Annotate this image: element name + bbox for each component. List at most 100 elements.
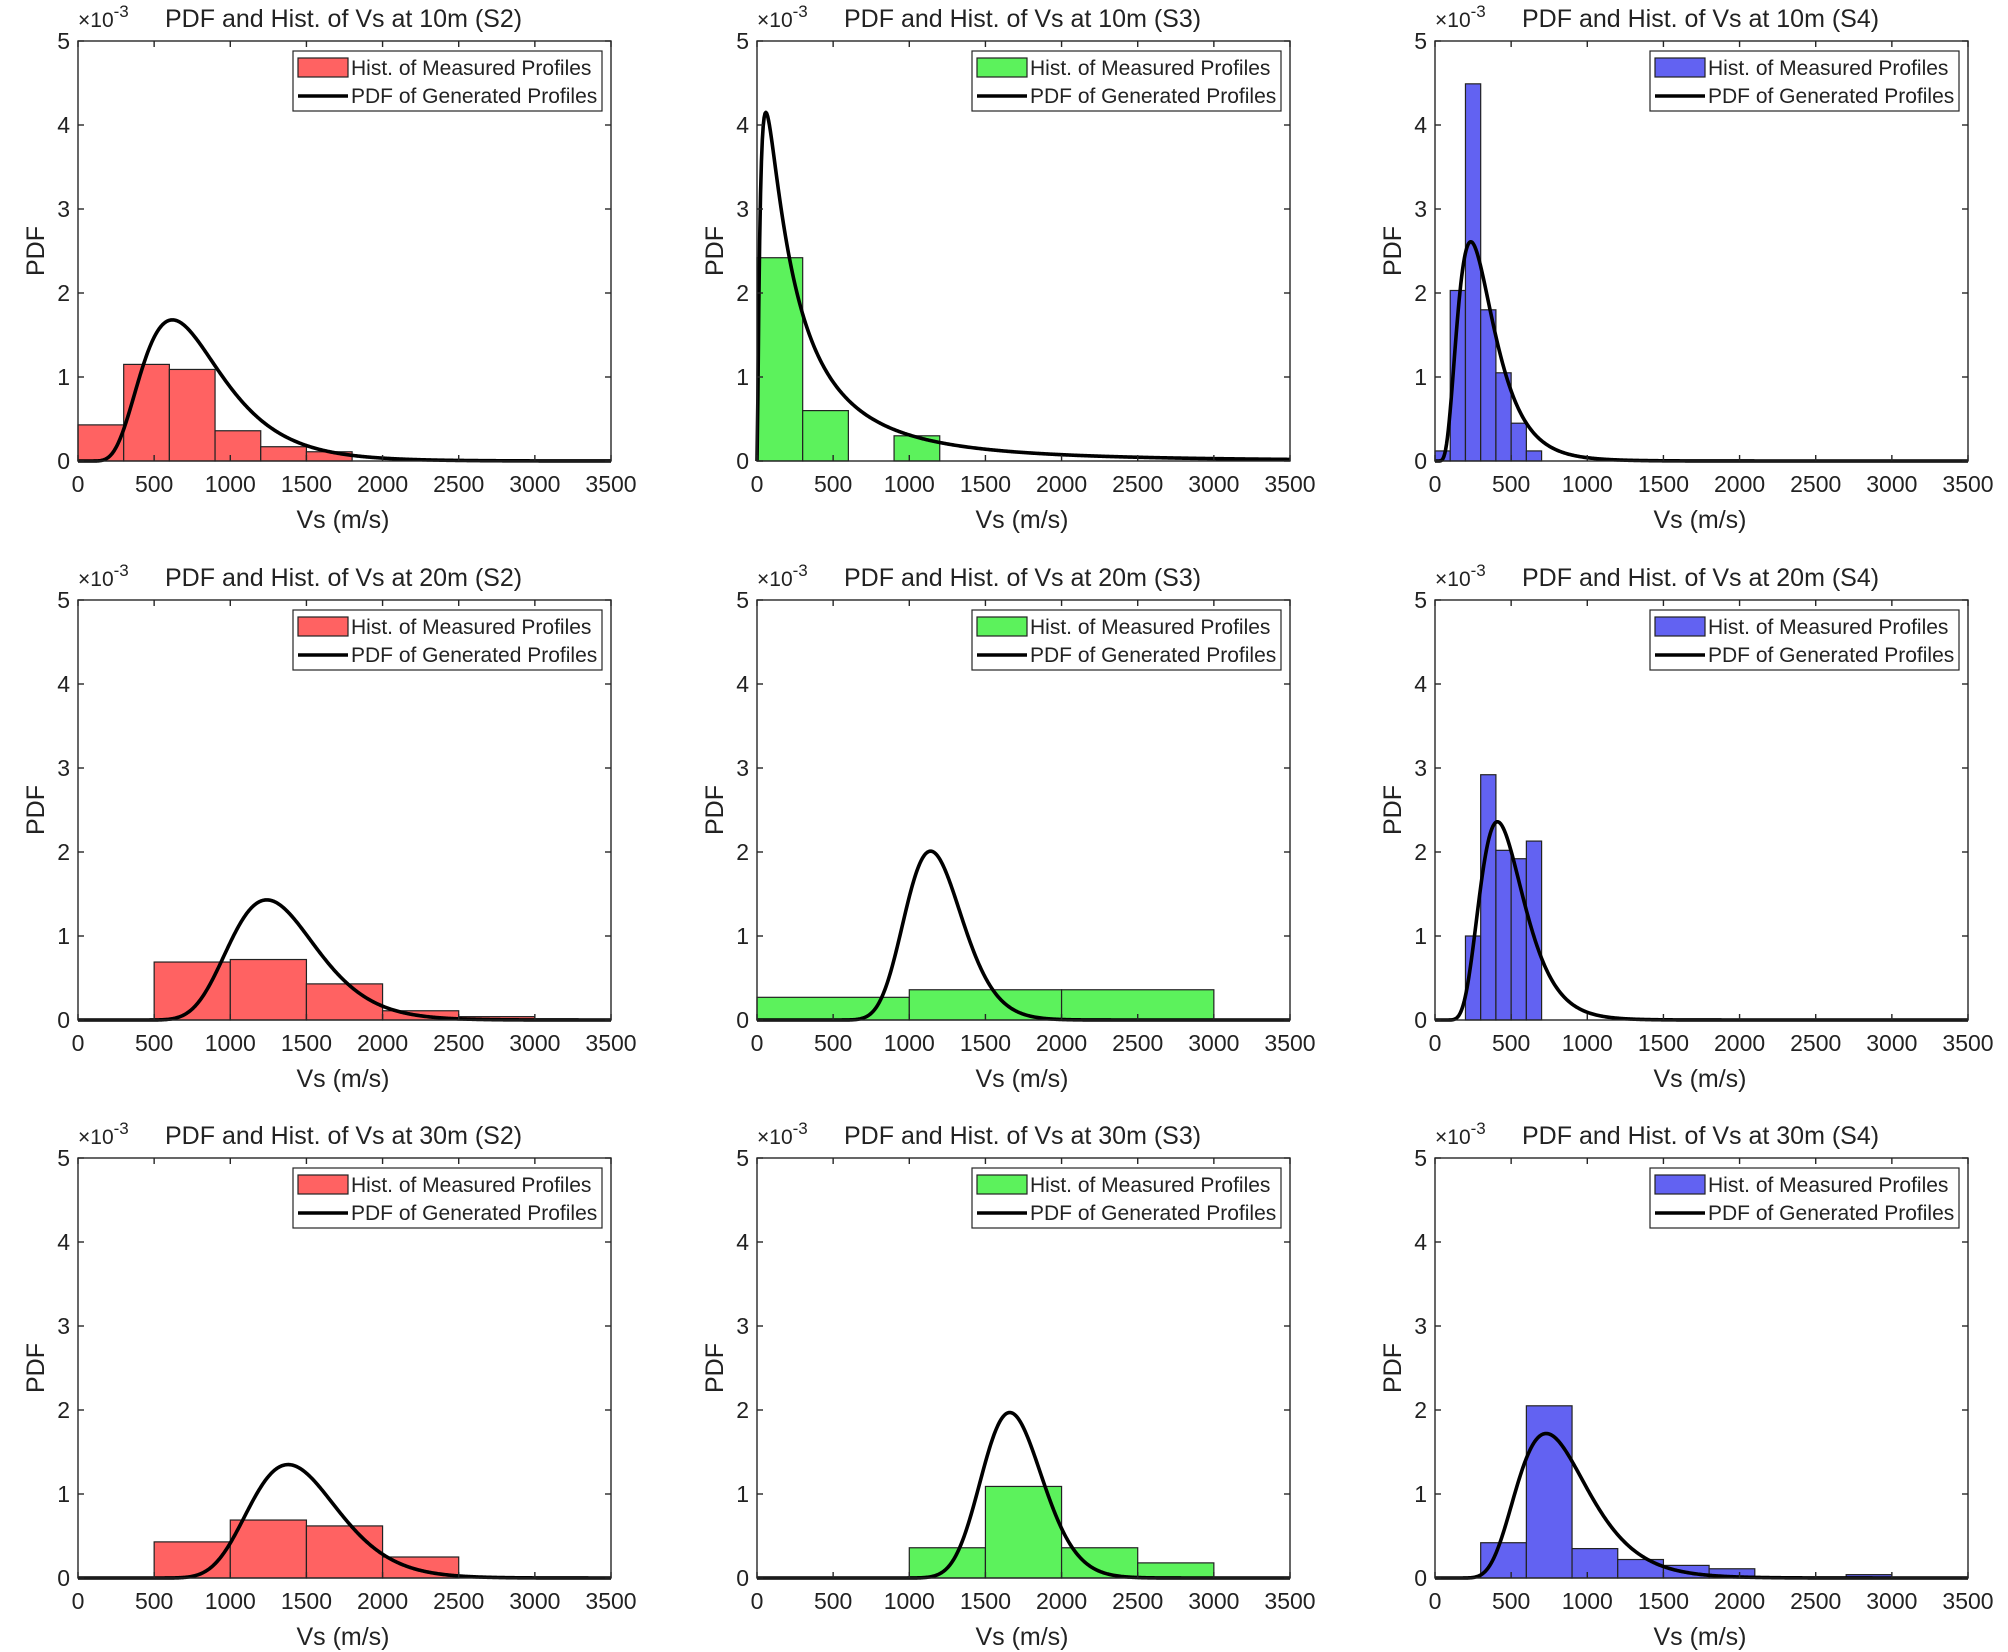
x-tick-label: 2500	[433, 1588, 484, 1614]
x-tick-label: 2000	[1036, 471, 1087, 497]
x-axis-label: Vs (m/s)	[975, 1623, 1068, 1651]
y-tick-label: 1	[1414, 923, 1427, 949]
x-tick-label: 1500	[281, 1588, 332, 1614]
legend-pdf-label: PDF of Generated Profiles	[1030, 644, 1276, 667]
exponent-base: ×10	[757, 9, 793, 32]
legend: Hist. of Measured Profiles PDF of Generat…	[292, 1167, 603, 1229]
y-tick-label: 2	[57, 1397, 70, 1423]
chart-title: PDF and Hist. of Vs at 10m (S4)	[1522, 5, 1879, 33]
exponent-power: -3	[1471, 1119, 1486, 1138]
legend-pdf-label: PDF of Generated Profiles	[1708, 644, 1954, 667]
y-tick-label: 5	[736, 1145, 749, 1171]
y-tick-label: 5	[57, 28, 70, 54]
x-tick-label: 0	[751, 471, 764, 497]
exponent-base: ×10	[78, 9, 114, 32]
subplot-5: 0 500 1000 1500 2000 2500 3000 3500 0 1 2 3 4 5 ×10-3 P…	[701, 561, 1316, 1093]
histogram-bar	[1480, 1542, 1527, 1579]
y-axis-label: PDF	[22, 785, 50, 835]
chart-title: PDF and Hist. of Vs at 30m (S2)	[165, 1122, 522, 1150]
x-tick-label: 2500	[1790, 471, 1841, 497]
axes-box	[77, 599, 612, 1021]
exponent-power: -3	[793, 2, 808, 21]
y-tick-label: 3	[1414, 755, 1427, 781]
histogram-bar	[1525, 840, 1543, 1021]
exponent-power: -3	[114, 561, 129, 580]
x-axis-label: Vs (m/s)	[975, 506, 1068, 534]
x-tick-label: 3500	[1942, 471, 1993, 497]
legend-hist-swatch	[1654, 1174, 1706, 1195]
legend-hist-swatch	[297, 1174, 349, 1195]
y-tick-label: 4	[736, 671, 749, 697]
axes-box	[1434, 40, 1969, 462]
x-tick-label: 500	[814, 471, 852, 497]
x-tick-label: 1500	[1638, 1588, 1689, 1614]
x-tick-label: 1000	[1562, 1030, 1613, 1056]
x-tick-label: 2000	[1714, 1030, 1765, 1056]
x-tick-label: 3000	[1866, 1588, 1917, 1614]
y-tick-label: 2	[57, 839, 70, 865]
y-tick-label: 5	[57, 587, 70, 613]
exponent-base: ×10	[1435, 9, 1471, 32]
subplot-2: 0 500 1000 1500 2000 2500 3000 3500 0 1 2 3 4 5 ×10-3 P…	[701, 2, 1316, 534]
y-exponent-label: ×10-3	[1435, 2, 1486, 32]
histogram-bar	[1571, 1547, 1619, 1579]
chart-title: PDF and Hist. of Vs at 20m (S4)	[1522, 564, 1879, 592]
x-tick-label: 3000	[509, 1030, 560, 1056]
y-exponent-label: ×10-3	[78, 561, 129, 591]
x-tick-label: 1500	[281, 471, 332, 497]
y-tick-label: 0	[1414, 448, 1427, 474]
x-tick-label: 0	[72, 1588, 85, 1614]
legend: Hist. of Measured Profiles PDF of Generat…	[1649, 609, 1960, 671]
y-tick-label: 2	[1414, 839, 1427, 865]
histogram-bar	[168, 368, 216, 462]
x-tick-label: 3500	[1264, 1030, 1315, 1056]
legend-hist-label: Hist. of Measured Profiles	[351, 616, 591, 639]
x-tick-label: 1000	[1562, 471, 1613, 497]
x-tick-label: 3500	[1264, 471, 1315, 497]
x-tick-label: 500	[1492, 1030, 1530, 1056]
legend-hist-swatch	[976, 1174, 1028, 1195]
y-tick-label: 5	[57, 1145, 70, 1171]
x-tick-label: 1500	[1638, 471, 1689, 497]
exponent-base: ×10	[1435, 568, 1471, 591]
x-tick-label: 2000	[357, 1588, 408, 1614]
x-tick-label: 2500	[1790, 1588, 1841, 1614]
legend: Hist. of Measured Profiles PDF of Generat…	[1649, 50, 1960, 112]
legend-hist-swatch	[297, 57, 349, 78]
y-tick-label: 3	[57, 196, 70, 222]
legend-pdf-label: PDF of Generated Profiles	[351, 85, 597, 108]
y-axis-label: PDF	[701, 226, 729, 276]
legend-hist-label: Hist. of Measured Profiles	[1708, 1174, 1948, 1197]
axes-box	[756, 599, 1291, 1021]
subplot-6: 0 500 1000 1500 2000 2500 3000 3500 0 1 2 3 4 5 ×10-3 P…	[1379, 561, 1994, 1093]
y-tick-label: 3	[1414, 196, 1427, 222]
legend-hist-label: Hist. of Measured Profiles	[1030, 616, 1270, 639]
x-tick-label: 3500	[585, 1030, 636, 1056]
legend-hist-swatch	[976, 616, 1028, 637]
legend-hist-label: Hist. of Measured Profiles	[351, 57, 591, 80]
x-tick-label: 1000	[205, 471, 256, 497]
y-tick-label: 4	[1414, 112, 1427, 138]
exponent-power: -3	[114, 2, 129, 21]
legend-hist-label: Hist. of Measured Profiles	[1708, 616, 1948, 639]
y-tick-label: 0	[1414, 1007, 1427, 1033]
y-tick-label: 5	[736, 28, 749, 54]
y-tick-label: 1	[57, 1481, 70, 1507]
chart-title: PDF and Hist. of Vs at 20m (S3)	[844, 564, 1201, 592]
x-tick-label: 3000	[1188, 1588, 1239, 1614]
x-tick-label: 1500	[960, 1030, 1011, 1056]
x-tick-label: 2000	[1036, 1030, 1087, 1056]
chart-title: PDF and Hist. of Vs at 30m (S4)	[1522, 1122, 1879, 1150]
chart-title: PDF and Hist. of Vs at 20m (S2)	[165, 564, 522, 592]
legend: Hist. of Measured Profiles PDF of Generat…	[1649, 1167, 1960, 1229]
x-tick-label: 2500	[1112, 1030, 1163, 1056]
x-tick-label: 1500	[1638, 1030, 1689, 1056]
histogram-bar	[908, 1547, 987, 1579]
legend-hist-swatch	[1654, 57, 1706, 78]
histogram-bars	[77, 363, 353, 462]
y-axis-label: PDF	[22, 1343, 50, 1393]
subplot-7: 0 500 1000 1500 2000 2500 3000 3500 0 1 2 3 4 5 ×10-3 P…	[22, 1119, 637, 1651]
legend: Hist. of Measured Profiles PDF of Generat…	[971, 1167, 1282, 1229]
x-tick-label: 1500	[960, 1588, 1011, 1614]
legend-pdf-label: PDF of Generated Profiles	[1030, 1202, 1276, 1225]
